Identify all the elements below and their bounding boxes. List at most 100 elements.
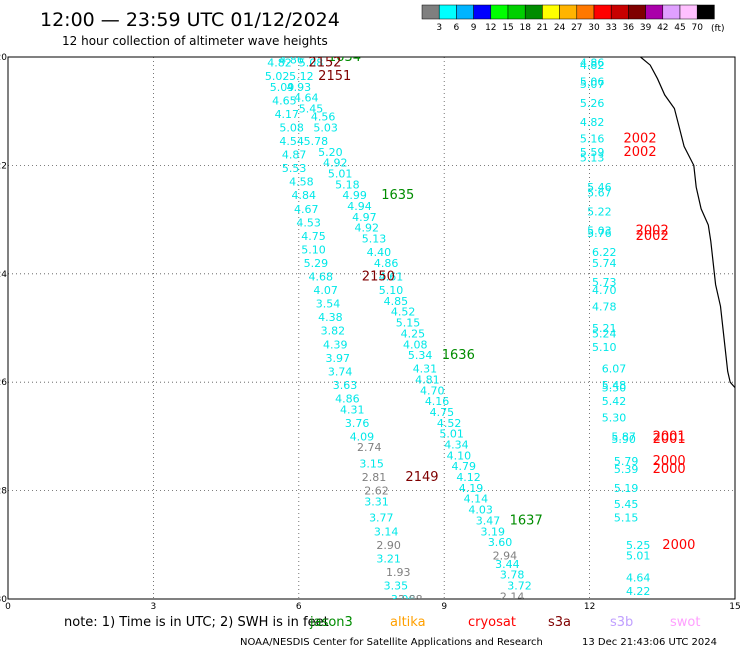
wave-height-point: 3.21 xyxy=(376,552,401,565)
y-tick-label: -24 xyxy=(0,270,7,280)
colorbar-tick-label: 45 xyxy=(674,23,685,33)
colorbar-tick-label: 6 xyxy=(454,23,460,33)
wave-height-point: 3.06 xyxy=(391,593,416,606)
wave-height-point: 5.20 xyxy=(318,146,343,159)
x-tick-label: 9 xyxy=(441,602,447,612)
wave-height-point: 2.14 xyxy=(500,590,524,603)
wave-height-point: 4.94 xyxy=(347,200,372,213)
wave-height-point: 5.10 xyxy=(301,243,326,256)
wave-height-point: 3.54 xyxy=(316,298,341,311)
colorbar-swatch xyxy=(662,4,681,20)
pass-number-label: 2150 xyxy=(362,270,395,285)
wave-height-point: 5.01 xyxy=(626,550,651,563)
wave-height-point: 5.59 xyxy=(580,146,605,159)
wave-height-point: 3.77 xyxy=(369,512,394,525)
wave-height-point: 2.88 xyxy=(398,593,423,606)
colorbar-swatch xyxy=(524,4,543,20)
wave-height-point: 5.13 xyxy=(362,233,387,246)
satellite-legend-swot: swot xyxy=(670,615,700,630)
pass-number-label: 2002 xyxy=(624,131,657,146)
wave-height-point: 5.13 xyxy=(580,151,605,164)
colorbar-swatch xyxy=(542,4,560,20)
wave-height-point: 4.87 xyxy=(282,149,307,162)
wave-height-point: 5.74 xyxy=(592,257,617,270)
wave-height-point: 5.07 xyxy=(580,78,605,91)
wave-height-point: 6.22 xyxy=(592,246,617,259)
colorbar-tick-label: 9 xyxy=(471,23,477,33)
wave-height-point: 5.10 xyxy=(379,284,404,297)
wave-height-point: 5.78 xyxy=(304,135,329,148)
wave-height-point: 5.16 xyxy=(580,132,605,145)
wave-height-point: 4.39 xyxy=(323,338,348,351)
wave-height-point: 5.42 xyxy=(602,395,627,408)
pass-number-label: 2001 xyxy=(653,429,686,444)
wave-height-point: 5.67 xyxy=(587,187,612,200)
wave-height-point: 5.15 xyxy=(396,317,421,330)
chart-subtitle: 12 hour collection of altimeter wave hei… xyxy=(62,34,328,48)
pass-number-label: 2000 xyxy=(662,538,695,553)
wave-height-point: 4.85 xyxy=(384,295,409,308)
wave-height-point: 4.64 xyxy=(626,571,651,584)
pass-number-label: 1637 xyxy=(510,513,543,528)
colorbar-swatch xyxy=(559,4,578,20)
pass-number-label: 2152 xyxy=(308,55,341,70)
colorbar-tick-label: 39 xyxy=(640,23,652,33)
wave-height-point: 5.21 xyxy=(592,322,617,335)
wave-height-point: 4.84 xyxy=(292,189,317,202)
colorbar-swatch xyxy=(696,4,715,20)
wave-height-point: 4.75 xyxy=(430,406,455,419)
colorbar: 3 6 9 12 15 18 21 24 27 30 33 36 39 42 45 70 xyxy=(421,4,715,33)
wave-height-point: 4.97 xyxy=(352,211,377,224)
wave-height-point: 4.52 xyxy=(437,417,462,430)
wave-height-point: 5.10 xyxy=(592,341,617,354)
wave-height-point: 5.45 xyxy=(614,498,639,511)
wave-height-point: 4.67 xyxy=(294,203,319,216)
wave-height-point: 4.16 xyxy=(425,395,450,408)
wave-height-point: 4.99 xyxy=(342,189,367,202)
wave-height-point: 4.10 xyxy=(447,449,472,462)
footer-timestamp: 13 Dec 21:43:06 UTC 2024 xyxy=(582,637,717,648)
colorbar-swatch xyxy=(593,4,612,20)
wave-height-point: 3.76 xyxy=(345,417,370,430)
x-tick-label: 3 xyxy=(151,602,157,612)
colorbar-swatch xyxy=(473,4,492,20)
wave-height-point: 5.24 xyxy=(592,327,617,340)
wave-height-point: 5.87 xyxy=(611,430,636,443)
colorbar-tick-label: 42 xyxy=(657,23,668,33)
pass-number-label: 2002 xyxy=(624,145,657,160)
wave-height-point: 3.72 xyxy=(507,579,532,592)
colorbar-swatch xyxy=(507,4,526,20)
colorbar-unit: (ft) xyxy=(711,24,725,34)
y-tick-label: -22 xyxy=(0,161,7,171)
wave-height-point: 2.94 xyxy=(493,550,517,563)
satellite-legend: jason3 altika cryosat s3a s3b swot xyxy=(309,615,700,630)
pass-number-label: 2002 xyxy=(636,229,669,244)
footer-note: note: 1) Time is in UTC; 2) SWH is in fe… xyxy=(64,615,329,630)
wave-height-point: 5.45 xyxy=(299,102,324,115)
wave-height-point: 5.90 xyxy=(611,433,636,446)
pass-number-label: 2000 xyxy=(653,462,686,477)
satellite-legend-s3b: s3b xyxy=(610,615,633,630)
wave-height-point: 4.61 xyxy=(379,271,404,284)
wave-height-point: 4.08 xyxy=(403,338,428,351)
wave-height-point: 4.92 xyxy=(355,222,380,235)
wave-height-point: 4.79 xyxy=(451,460,476,473)
y-tick-label: -30 xyxy=(0,595,7,605)
wave-height-point: 5.22 xyxy=(587,205,612,218)
wave-height-point: 4.70 xyxy=(592,284,617,297)
wave-height-point: 4.07 xyxy=(313,284,338,297)
colorbar-tick-label: 36 xyxy=(623,23,635,33)
wave-height-point: 4.34 xyxy=(444,439,469,452)
wave-height-point: 4.31 xyxy=(413,363,438,376)
y-tick-label: -26 xyxy=(0,378,7,388)
plot-frame xyxy=(7,56,736,600)
wave-height-point: 4.53 xyxy=(296,216,321,229)
wave-height-point: 4.31 xyxy=(340,403,365,416)
wave-height-labels: 4.864.82 5.085.02 5.125.094.934.644.655.45… xyxy=(265,55,696,606)
wave-height-point: 5.06 xyxy=(580,75,605,88)
wave-height-point: 5.39 xyxy=(614,463,639,476)
satellite-legend-s3a: s3a xyxy=(548,615,571,630)
chart-title: 12:00 — 23:59 UTC 01/12/2024 xyxy=(40,9,340,31)
